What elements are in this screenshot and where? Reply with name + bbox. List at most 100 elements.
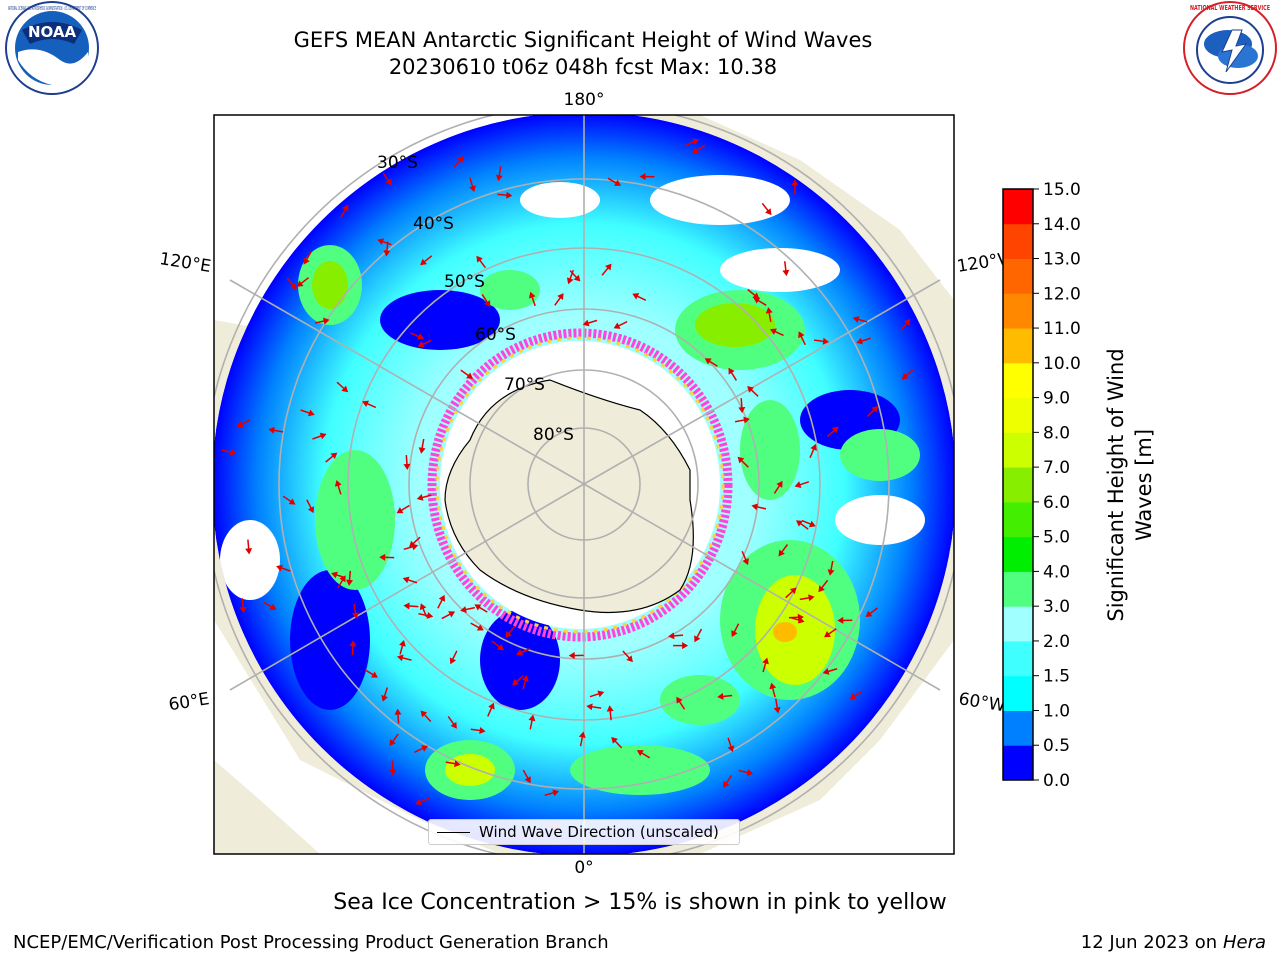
wave-direction-arrow: [263, 601, 277, 610]
wave-direction-arrow: [782, 261, 790, 277]
wave-direction-arrow: [704, 358, 718, 367]
wave-direction-arrow: [773, 480, 783, 494]
colorbar-tick-label: 1.5: [1043, 667, 1070, 687]
wave-direction-arrow: [798, 331, 806, 346]
wave-direction-arrow: [420, 255, 433, 266]
lat-label-40s: 40°S: [413, 214, 454, 234]
wave-direction-arrow: [522, 769, 531, 784]
wave-direction-arrow: [336, 381, 349, 393]
colorbar-tick-label: 13.0: [1043, 250, 1081, 270]
wave-direction-arrow: [362, 400, 377, 409]
wave-direction-arrow: [849, 690, 863, 700]
colorbar-segment: [1003, 501, 1033, 538]
date-text: 12 Jun 2023 on: [1080, 932, 1218, 953]
wave-direction-arrow: [522, 674, 529, 690]
wave-direction-arrow: [364, 669, 378, 678]
wave-direction-arrow: [418, 438, 426, 454]
wave-direction-arrow: [505, 625, 516, 638]
wave-direction-arrow: [668, 632, 684, 640]
lat-label-60s: 60°S: [475, 325, 516, 345]
wave-direction-arrow: [389, 733, 399, 747]
colorbar-segment: [1003, 258, 1033, 294]
wave-direction-arrow: [276, 564, 291, 572]
wave-direction-arrow: [409, 536, 421, 548]
wave-direction-arrow: [611, 737, 623, 749]
wave-direction-arrow: [236, 419, 251, 428]
wave-direction-arrow: [325, 452, 338, 463]
wave-direction-arrow: [470, 727, 486, 734]
wave-direction-arrow: [738, 769, 754, 776]
wave-direction-arrow: [769, 328, 784, 337]
colorbar-segment: [1003, 745, 1033, 781]
wave-direction-arrow: [474, 604, 488, 613]
colorbar-segment: [1003, 432, 1033, 468]
wave-direction-arrow: [731, 623, 740, 638]
wave-direction-arrow: [788, 613, 804, 621]
wave-direction-arrow: [582, 319, 598, 327]
wave-direction-arrow: [734, 416, 750, 424]
wave-direction-arrow: [622, 650, 633, 663]
plot-subtitle: 20230610 t06z 048h fcst Max: 10.38: [388, 55, 778, 79]
wave-direction-arrow: [901, 369, 914, 380]
wave-direction-arrow: [639, 173, 655, 181]
lon-label-60w: 60°W: [957, 689, 1007, 716]
colorbar-tick-label: 14.0: [1043, 215, 1081, 235]
wave-direction-arrow: [491, 640, 505, 651]
wave-direction-arrow: [636, 750, 651, 759]
wave-direction-arrow: [723, 775, 733, 788]
wave-direction-arrow: [377, 238, 392, 246]
wave-direction-arrow: [417, 339, 432, 348]
wave-direction-arrow: [827, 560, 835, 576]
wave-direction-arrow: [814, 337, 830, 345]
colorbar-segment: [1003, 606, 1033, 642]
wave-direction-arrow: [785, 587, 797, 599]
wave-direction-arrow: [632, 293, 647, 301]
wave-direction-arrow: [481, 294, 491, 308]
wave-direction-arrow: [566, 269, 574, 285]
plot-title: GEFS MEAN Antarctic Significant Height o…: [293, 28, 873, 52]
wave-direction-arrow: [340, 204, 349, 218]
colorbar: 0.0 0.5 1.0 1.5 2.0 3.0 4.0 5.0 6.0 7.0 8.0 9.0 10.0…: [1002, 180, 1081, 791]
wave-direction-arrow: [765, 307, 773, 323]
wave-direction-arrow: [402, 576, 418, 584]
lon-label-120e: 120°E: [158, 249, 212, 277]
colorbar-segment: [1003, 362, 1033, 399]
colorbar-tick-label: 5.0: [1043, 528, 1070, 548]
wave-direction-arrow: [728, 367, 738, 381]
wave-direction-arrow: [331, 571, 346, 579]
colorbar-segment: [1003, 536, 1033, 572]
wave-direction-arrow: [495, 166, 503, 182]
lat-label-30s: 30°S: [377, 153, 418, 173]
wave-direction-arrow: [900, 318, 911, 331]
wave-direction-arrow: [403, 602, 419, 610]
colorbar-segment: [1003, 189, 1033, 225]
wave-direction-arrow: [437, 594, 446, 609]
wave-direction-arrow: [396, 504, 410, 514]
graticule: [214, 115, 954, 854]
wave-direction-arrow: [673, 642, 689, 650]
lat-label-70s: 70°S: [504, 375, 545, 395]
colorbar-label-line1: Significant Height of Wind: [1104, 348, 1128, 621]
credit-text: NCEP/EMC/Verification Post Processing Pr…: [13, 932, 609, 953]
wave-direction-arrow: [487, 702, 495, 717]
sea-ice-note: Sea Ice Concentration > 15% is shown in …: [333, 890, 947, 915]
wave-direction-arrow: [801, 519, 816, 528]
wave-direction-arrow: [528, 291, 536, 307]
wave-direction-arrow: [822, 668, 838, 675]
wave-direction-arrow: [460, 369, 473, 379]
map-legend: Wind Wave Direction (unscaled): [428, 819, 740, 845]
wave-direction-arrow: [418, 612, 434, 619]
wave-direction-arrow: [296, 277, 309, 287]
wave-direction-arrow: [415, 797, 430, 806]
colorbar-segment: [1003, 293, 1033, 329]
colorbar-tick-label: 15.0: [1043, 180, 1081, 200]
noaa-logo-text: NOAA: [28, 23, 77, 41]
wave-direction-arrow: [399, 639, 406, 655]
wave-direction-arrow: [762, 657, 769, 673]
wave-direction-arrow: [568, 652, 584, 660]
wave-direction-arrow: [867, 405, 879, 417]
colorbar-segment: [1003, 640, 1033, 677]
colorbar-frame: [1002, 188, 1034, 781]
map-frame: [213, 114, 955, 855]
wave-direction-arrow: [751, 503, 767, 511]
